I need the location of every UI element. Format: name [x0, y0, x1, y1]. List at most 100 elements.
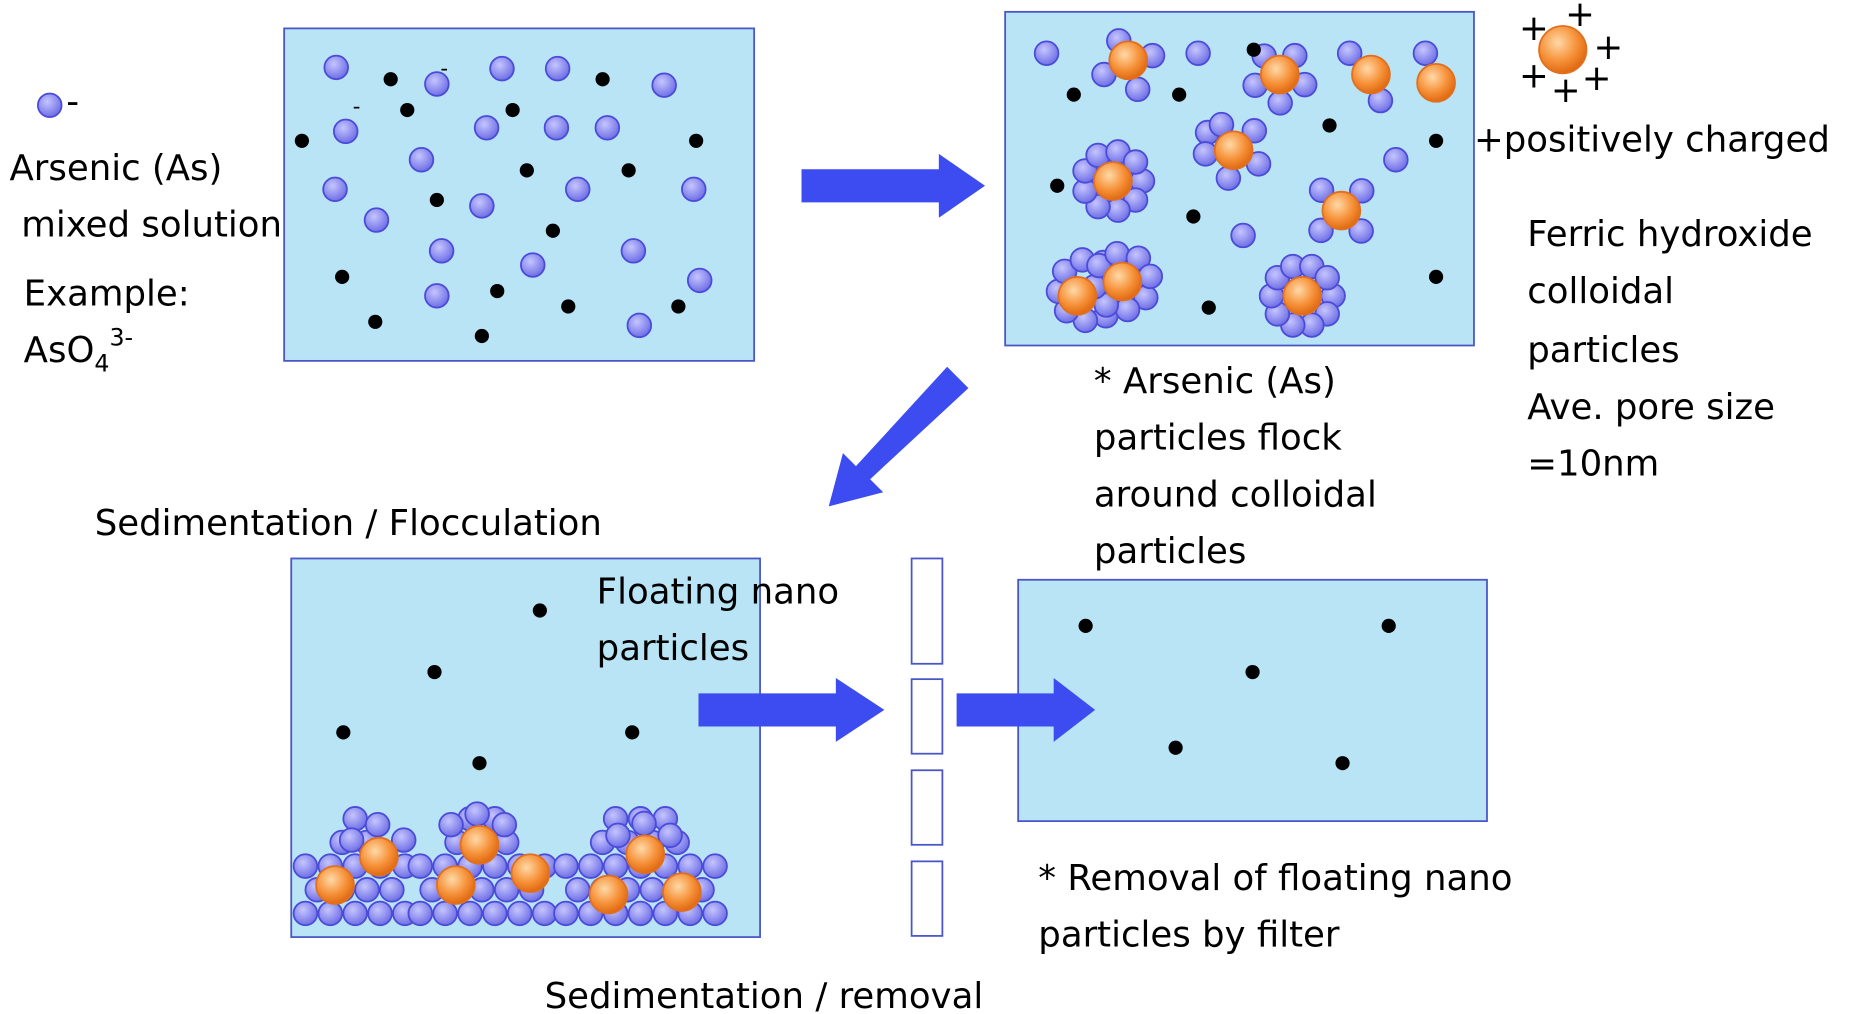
- colloid: [511, 854, 549, 892]
- arsenic-ion: [318, 902, 342, 926]
- arsenic-ion: [294, 902, 318, 926]
- step-label: Sedimentation / removal: [545, 976, 984, 1014]
- nano-particle: [622, 163, 636, 177]
- arsenic-ion: [596, 116, 620, 140]
- nano-particle: [689, 134, 703, 148]
- nano-particle: [1322, 118, 1336, 132]
- arsenic-ion: [545, 116, 569, 140]
- nano-particle: [1429, 270, 1443, 284]
- colloid: [461, 826, 499, 864]
- colloid: [1322, 192, 1360, 230]
- note: * Removal of floating nano: [1038, 858, 1512, 899]
- arsenic-ion: [1231, 224, 1255, 248]
- label: Floating nano: [597, 571, 839, 612]
- arsenic-ion: [430, 239, 454, 263]
- nano-particle: [427, 665, 441, 679]
- arsenic-ion: [1217, 166, 1241, 190]
- arsenic-ion: [604, 854, 628, 878]
- nano-particle: [596, 72, 610, 86]
- formula: AsO43-: [24, 324, 133, 378]
- nano-particle: [1202, 301, 1216, 315]
- arsenic-ion: [465, 802, 489, 826]
- arsenic-ion: [622, 239, 646, 263]
- nano-particle: [546, 224, 560, 238]
- label: Arsenic (As): [9, 148, 222, 189]
- colloid: [1261, 56, 1299, 94]
- plus: +: [1519, 56, 1549, 97]
- minus: -: [353, 95, 361, 120]
- arsenic-ion: [682, 177, 706, 201]
- arsenic-ion: [380, 878, 404, 902]
- label: =10nm: [1527, 444, 1659, 485]
- nano-particle: [1186, 209, 1200, 223]
- colloid: [316, 866, 354, 904]
- colloid: [626, 835, 664, 873]
- label: particles: [1527, 330, 1679, 371]
- filter: [912, 558, 943, 663]
- arsenic-ion: [703, 854, 727, 878]
- arsenic-ion: [355, 878, 379, 902]
- arsenic-ion: [368, 902, 392, 926]
- filter: [912, 861, 943, 936]
- diagram: - Arsenic (As) mixed solution Example: A…: [0, 0, 1854, 1014]
- arsenic-ion: [366, 813, 390, 837]
- colloid: [1103, 263, 1141, 301]
- note: around colloidal: [1094, 474, 1377, 515]
- arsenic-ion: [408, 854, 432, 878]
- nano-particle: [1172, 88, 1186, 102]
- nano-particle: [400, 103, 414, 117]
- nano-particle: [384, 72, 398, 86]
- arsenic-ion: [493, 813, 517, 837]
- filtered-box: [1018, 580, 1487, 821]
- nano-particle: [671, 299, 685, 313]
- arsenic-ion: [1126, 78, 1150, 102]
- nano-particle: [1429, 134, 1443, 148]
- arsenic-ion: [508, 902, 532, 926]
- filter: [912, 770, 943, 845]
- note: * Arsenic (As): [1094, 361, 1336, 402]
- nano-particle: [625, 725, 639, 739]
- formula-base: AsO: [24, 330, 95, 371]
- nano-particle: [472, 756, 486, 770]
- minus: -: [440, 57, 448, 82]
- colloid: [663, 873, 701, 911]
- nano-particle: [1169, 741, 1183, 755]
- filter: [912, 679, 943, 754]
- arsenic-ion: [688, 269, 712, 293]
- arsenic-ion: [439, 813, 463, 837]
- label: colloidal: [1527, 271, 1674, 312]
- nano-particle: [1245, 665, 1259, 679]
- arsenic-ion: [640, 878, 664, 902]
- label: Example:: [24, 273, 190, 314]
- plus: +: [1565, 0, 1595, 35]
- colloid: [1094, 162, 1132, 200]
- arsenic-ion: [579, 854, 603, 878]
- plus: +: [1551, 70, 1581, 111]
- arsenic-ion: [334, 120, 358, 144]
- arsenic-ion: [324, 56, 348, 80]
- arsenic-ion: [470, 194, 494, 218]
- arrow: [829, 367, 969, 507]
- arsenic-ion: [566, 177, 590, 201]
- arsenic-ion: [343, 807, 367, 831]
- arsenic-ion: [546, 57, 570, 81]
- arrow: [802, 154, 986, 218]
- nano-particle: [1335, 756, 1349, 770]
- arsenic-ion: [1035, 41, 1059, 65]
- arsenic-ion: [294, 854, 318, 878]
- label: Ave. pore size: [1527, 387, 1775, 428]
- nano-particle: [336, 725, 350, 739]
- arsenic-ion: [629, 902, 653, 926]
- arsenic-ion: [1138, 265, 1162, 289]
- label: +positively charged: [1474, 119, 1830, 160]
- plus: +: [1582, 58, 1612, 99]
- step-label: Sedimentation / Flocculation: [95, 503, 602, 544]
- arsenic-ion: [533, 902, 557, 926]
- arsenic-ion: [1186, 41, 1210, 65]
- arsenic-ion: [483, 902, 507, 926]
- colloid: [590, 876, 628, 914]
- nano-particle: [475, 329, 489, 343]
- arsenic-ion: [606, 824, 630, 848]
- arsenic-ion: [703, 902, 727, 926]
- plus: +: [1519, 8, 1549, 49]
